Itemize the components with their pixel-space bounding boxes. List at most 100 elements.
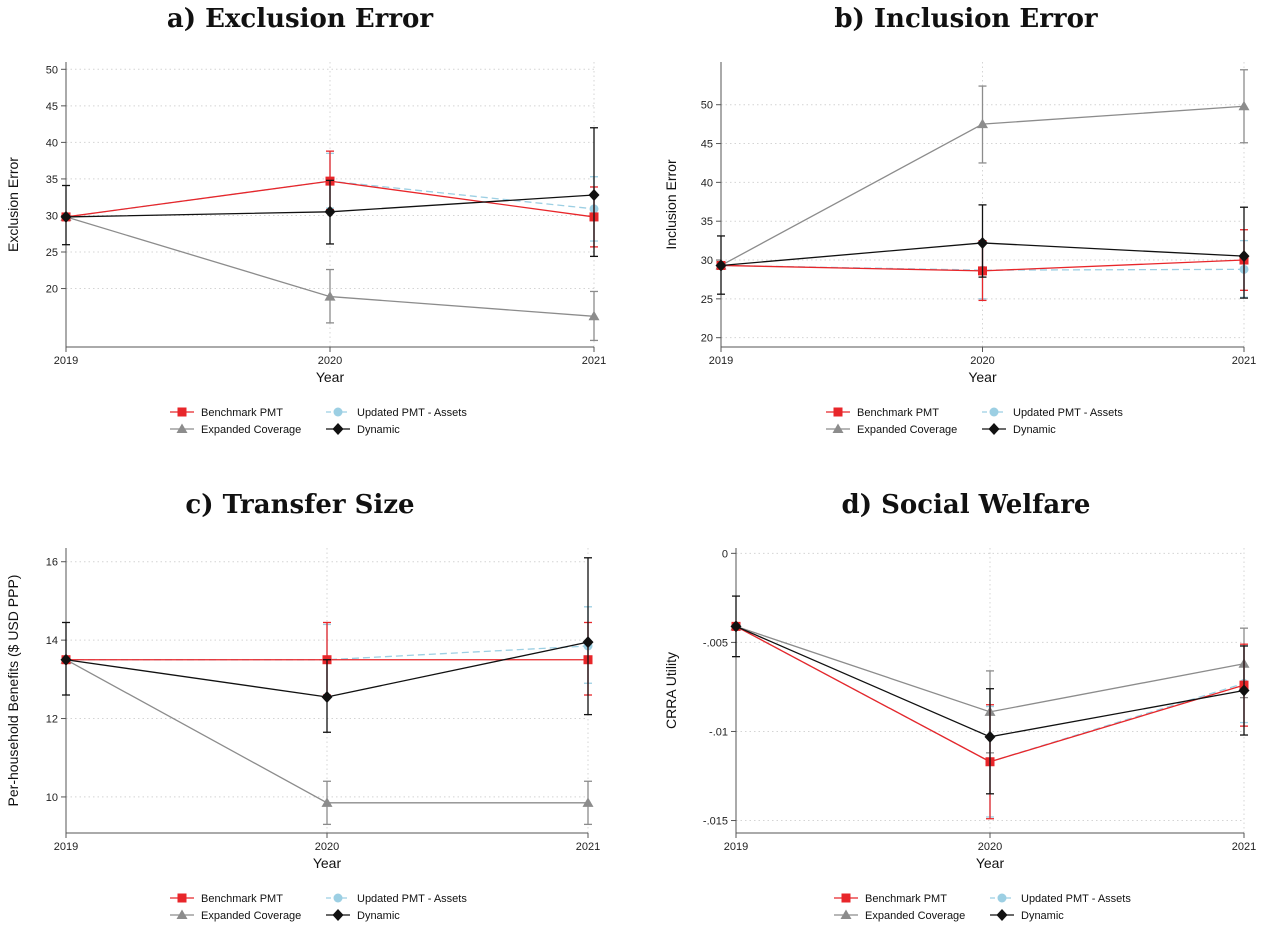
y-tick-label: 0: [722, 548, 728, 560]
legend-label: Expanded Coverage: [857, 424, 957, 436]
data-point: [977, 236, 988, 249]
legend-label: Benchmark PMT: [201, 893, 283, 905]
legend: Benchmark PMT Updated PMT - Assets Expande…: [834, 893, 1131, 922]
data-point: [588, 310, 600, 321]
legend-marker: [841, 893, 851, 903]
legend-marker: [840, 909, 852, 919]
y-tick-label: 16: [46, 557, 58, 569]
legend-marker: [177, 407, 187, 417]
series-line: [720, 264, 1245, 271]
legend-marker: [333, 407, 343, 417]
series-dynamic: [60, 557, 594, 733]
series-line: [66, 645, 589, 661]
data-point: [60, 653, 72, 666]
data-point: [324, 205, 336, 218]
y-axis-label: Inclusion Error: [663, 159, 679, 250]
legend-label: Dynamic: [357, 910, 400, 922]
y-tick-label: 12: [46, 714, 58, 726]
legend-marker: [832, 423, 844, 433]
x-tick-label: 2021: [576, 841, 600, 853]
y-tick-label: -.005: [703, 637, 728, 649]
legend-marker: [988, 423, 1000, 435]
panel-title-c: c) Transfer Size: [185, 490, 415, 520]
legend-marker: [332, 909, 344, 921]
y-tick-label: 30: [701, 255, 713, 267]
x-tick-label: 2020: [318, 355, 342, 367]
x-tick-label: 2020: [970, 355, 994, 367]
legend-marker: [176, 909, 188, 919]
panel-title-a: a) Exclusion Error: [166, 4, 434, 34]
data-point: [730, 620, 742, 633]
legend-marker: [997, 893, 1007, 903]
y-tick-label: -.015: [703, 816, 728, 828]
x-tick-label: 2019: [54, 841, 78, 853]
legend-label: Benchmark PMT: [865, 893, 947, 905]
y-tick-label: 20: [701, 333, 713, 345]
data-point: [321, 797, 333, 807]
chart-panel-3: 0 -.005 -.01 -.015 2019 2020 2021 Year CRRA Util…: [663, 548, 1256, 922]
series-dynamic: [60, 127, 600, 258]
data-point: [582, 636, 594, 649]
y-tick-label: 20: [46, 284, 58, 296]
data-point: [715, 259, 727, 272]
data-point: [1238, 250, 1250, 263]
x-axis-label: Year: [976, 855, 1005, 871]
x-tick-label: 2019: [709, 355, 733, 367]
y-tick-label: -.01: [709, 726, 728, 738]
data-point: [977, 118, 988, 129]
chart-panel-1: 20 25 30 35 40 45 50 2019 2020 2021 Year Inclusion …: [663, 62, 1256, 436]
legend: Benchmark PMT Updated PMT - Assets Expande…: [170, 407, 467, 436]
legend: Benchmark PMT Updated PMT - Assets Expande…: [826, 407, 1123, 436]
data-point: [321, 690, 333, 703]
legend-marker: [989, 407, 999, 417]
x-tick-label: 2019: [724, 841, 748, 853]
panel-title-b: b) Inclusion Error: [834, 4, 1098, 34]
y-tick-label: 25: [701, 294, 713, 306]
data-point: [324, 291, 336, 301]
data-point: [60, 210, 72, 223]
series-expanded: [60, 211, 600, 342]
legend-label: Expanded Coverage: [865, 910, 965, 922]
y-tick-label: 35: [46, 174, 58, 186]
data-point: [1238, 100, 1250, 111]
legend-label: Updated PMT - Assets: [1021, 893, 1131, 905]
x-axis-label: Year: [316, 369, 345, 385]
x-axis-label: Year: [313, 855, 342, 871]
y-axis-label: Exclusion Error: [5, 157, 21, 252]
legend-label: Updated PMT - Assets: [357, 893, 467, 905]
x-tick-label: 2021: [582, 355, 606, 367]
chart-panel-2: 10 12 14 16 2019 2020 2021 Year Per-household Be…: [5, 548, 600, 922]
legend-label: Benchmark PMT: [201, 407, 283, 419]
legend-label: Expanded Coverage: [201, 424, 301, 436]
y-tick-label: 30: [46, 210, 58, 222]
series-dynamic: [715, 204, 1250, 299]
data-point: [588, 189, 600, 201]
y-tick-label: 50: [701, 100, 713, 112]
legend-label: Updated PMT - Assets: [357, 407, 467, 419]
x-tick-label: 2020: [315, 841, 339, 853]
x-tick-label: 2019: [54, 355, 78, 367]
legend-marker: [996, 909, 1008, 921]
series-dynamic: [730, 595, 1250, 795]
x-tick-label: 2020: [978, 841, 1002, 853]
x-tick-label: 2021: [1232, 355, 1256, 367]
legend-marker: [333, 893, 343, 903]
y-tick-label: 14: [46, 635, 58, 647]
panel-title-d: d) Social Welfare: [841, 490, 1091, 520]
legend-marker: [833, 407, 843, 417]
chart-panel-0: 20 25 30 35 40 45 50 2019 2020 2021 Year Exclusion …: [5, 62, 606, 436]
legend: Benchmark PMT Updated PMT - Assets Expande…: [170, 893, 467, 922]
y-tick-label: 50: [46, 64, 58, 76]
y-tick-label: 40: [46, 137, 58, 149]
legend-label: Dynamic: [1021, 910, 1064, 922]
legend-label: Dynamic: [357, 424, 400, 436]
legend-marker: [332, 423, 344, 435]
data-point: [582, 797, 594, 807]
y-tick-label: 40: [701, 177, 713, 189]
data-point: [984, 730, 996, 743]
legend-label: Updated PMT - Assets: [1013, 407, 1123, 419]
legend-marker: [177, 893, 187, 903]
legend-marker: [176, 423, 188, 433]
x-tick-label: 2021: [1232, 841, 1256, 853]
y-tick-label: 35: [701, 216, 713, 228]
